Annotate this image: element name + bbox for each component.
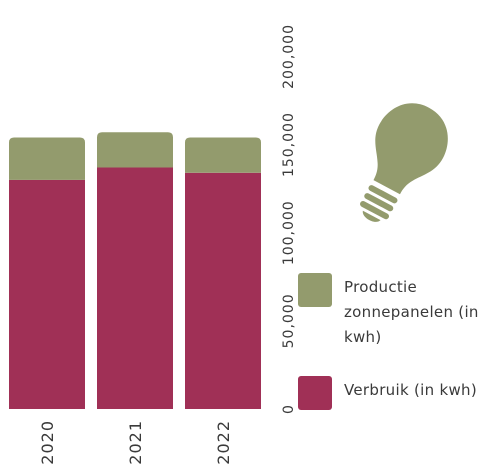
bars-group: [9, 132, 261, 409]
bar-segment-productie-2020: [9, 137, 85, 180]
legend-swatch-productie: [298, 273, 332, 307]
bar-segment-verbruik-2020: [9, 179, 85, 409]
y-axis-labels: 0 50,000 100,000 150,000 200,000: [281, 24, 297, 414]
bar-segment-verbruik-2021: [97, 167, 173, 409]
y-tick-label: 0: [281, 404, 297, 414]
legend-label-verbruik: Verbruik (in kwh): [344, 381, 478, 399]
legend-label-productie: Productie zonnepanelen (in kwh): [344, 278, 479, 346]
bar-segment-productie-2021: [97, 132, 173, 168]
legend-swatch-verbruik: [298, 376, 332, 410]
bar-segment-verbruik-2022: [185, 172, 261, 409]
x-tick-label: 2021: [126, 420, 145, 465]
y-tick-label: 100,000: [281, 200, 297, 265]
x-tick-label: 2022: [214, 420, 233, 465]
y-tick-label: 150,000: [281, 112, 297, 177]
x-tick-label: 2020: [38, 420, 57, 465]
bar-segment-productie-2022: [185, 137, 261, 173]
y-tick-label: 200,000: [281, 24, 297, 89]
y-tick-label: 50,000: [281, 293, 297, 348]
x-axis-labels: 2020 2021 2022: [38, 420, 233, 465]
lightbulb-icon: [360, 103, 448, 222]
